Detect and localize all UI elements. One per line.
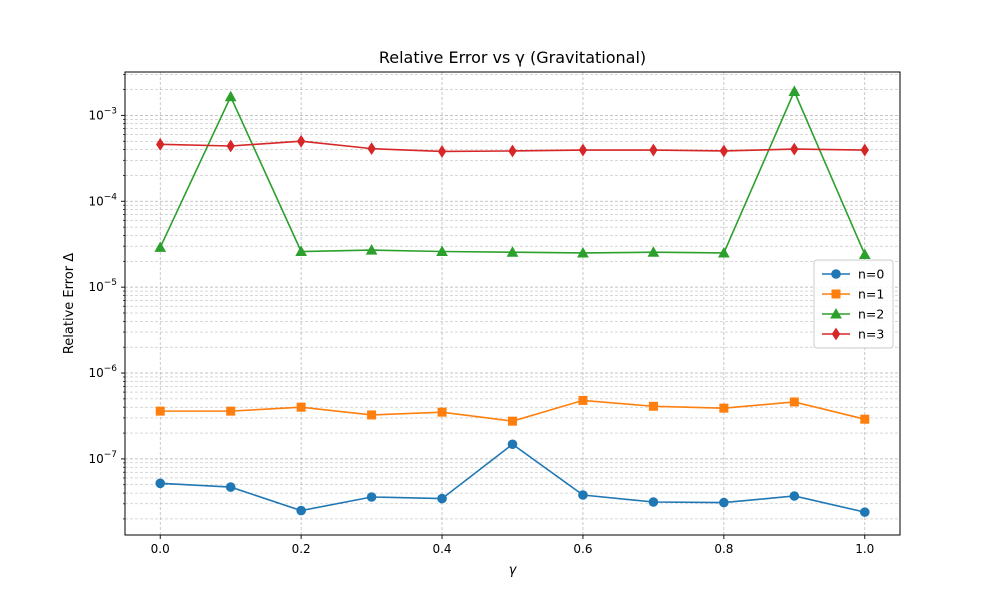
- data-point: [365, 244, 378, 255]
- data-point: [226, 406, 236, 416]
- data-point: [578, 395, 588, 405]
- data-point: [295, 245, 307, 257]
- series-n=1: [155, 395, 870, 426]
- data-point: [296, 134, 306, 148]
- data-point: [296, 505, 306, 516]
- data-point: [577, 246, 589, 258]
- y-tick-label: 10−3: [88, 106, 117, 122]
- x-tick-label: 0.4: [432, 542, 451, 556]
- series-n=0: [155, 439, 870, 517]
- legend-label: n=2: [858, 307, 884, 322]
- x-tick-label: 0.6: [573, 542, 592, 556]
- data-point: [156, 137, 165, 151]
- data-point: [647, 246, 660, 257]
- data-point: [578, 490, 588, 500]
- data-point: [155, 478, 166, 489]
- data-point: [154, 241, 167, 252]
- data-point: [224, 90, 237, 102]
- data-point: [718, 246, 730, 258]
- y-tick-label: 10−6: [88, 364, 117, 380]
- legend-label: n=3: [858, 327, 884, 342]
- data-point: [649, 143, 658, 157]
- legend-label: n=1: [858, 287, 884, 302]
- data-point: [858, 248, 871, 259]
- y-tick-label: 10−5: [88, 278, 117, 294]
- legend-marker: [830, 307, 842, 319]
- data-point: [860, 143, 869, 157]
- data-point: [859, 507, 870, 517]
- data-point: [789, 397, 799, 407]
- chart-title: Relative Error vs γ (Gravitational): [379, 48, 646, 67]
- data-point: [790, 142, 799, 156]
- legend-box: [813, 259, 894, 349]
- series-layer: [154, 85, 871, 517]
- series-n=3: [156, 134, 869, 158]
- data-point: [719, 403, 729, 413]
- data-point: [436, 245, 448, 257]
- data-point: [366, 492, 377, 502]
- data-point: [508, 144, 517, 158]
- y-axis-label: Relative Error Δ: [62, 253, 77, 354]
- series-n=2: [154, 85, 871, 259]
- legend-entry: n=1: [822, 287, 884, 302]
- data-point: [507, 439, 518, 450]
- legend-entry: n=3: [822, 327, 884, 342]
- data-point: [508, 416, 517, 426]
- data-point: [367, 142, 376, 156]
- data-point: [578, 143, 588, 157]
- data-point: [226, 139, 235, 153]
- data-point: [648, 497, 659, 507]
- data-point: [719, 144, 729, 158]
- data-point: [367, 410, 377, 420]
- x-tick-label: 0.0: [151, 542, 170, 556]
- data-point: [155, 406, 165, 416]
- legend: n=0 n=1 n=2 n=3: [813, 259, 894, 349]
- y-tick-label: 10−4: [88, 192, 117, 208]
- legend-entry: n=0: [822, 267, 884, 282]
- data-point: [437, 145, 447, 158]
- data-point: [225, 482, 236, 492]
- x-tick-label: 0.2: [292, 542, 311, 556]
- data-point: [437, 407, 447, 417]
- x-tick-label: 0.8: [714, 542, 733, 556]
- data-point: [789, 491, 800, 501]
- grid: [125, 72, 900, 535]
- data-point: [506, 246, 519, 257]
- y-tick-label: 10−7: [88, 450, 117, 466]
- legend-label: n=0: [858, 267, 884, 282]
- legend-entry: n=2: [822, 307, 884, 322]
- data-point: [719, 497, 729, 508]
- x-tick-label: 1.0: [855, 542, 874, 556]
- legend-marker: [831, 327, 841, 341]
- data-point: [788, 85, 801, 96]
- data-point: [437, 493, 447, 504]
- plot-frame: [124, 71, 901, 536]
- legend-marker: [831, 269, 841, 279]
- data-point: [860, 414, 870, 424]
- x-axis-label: γ: [509, 563, 518, 578]
- data-point: [296, 402, 306, 412]
- data-point: [648, 401, 658, 411]
- legend-marker: [831, 289, 841, 299]
- axes: 10−7 10−6 10−5 10−4 10−3 0.0 0.2 0.4 0.6 0.8 1.0: [88, 74, 874, 556]
